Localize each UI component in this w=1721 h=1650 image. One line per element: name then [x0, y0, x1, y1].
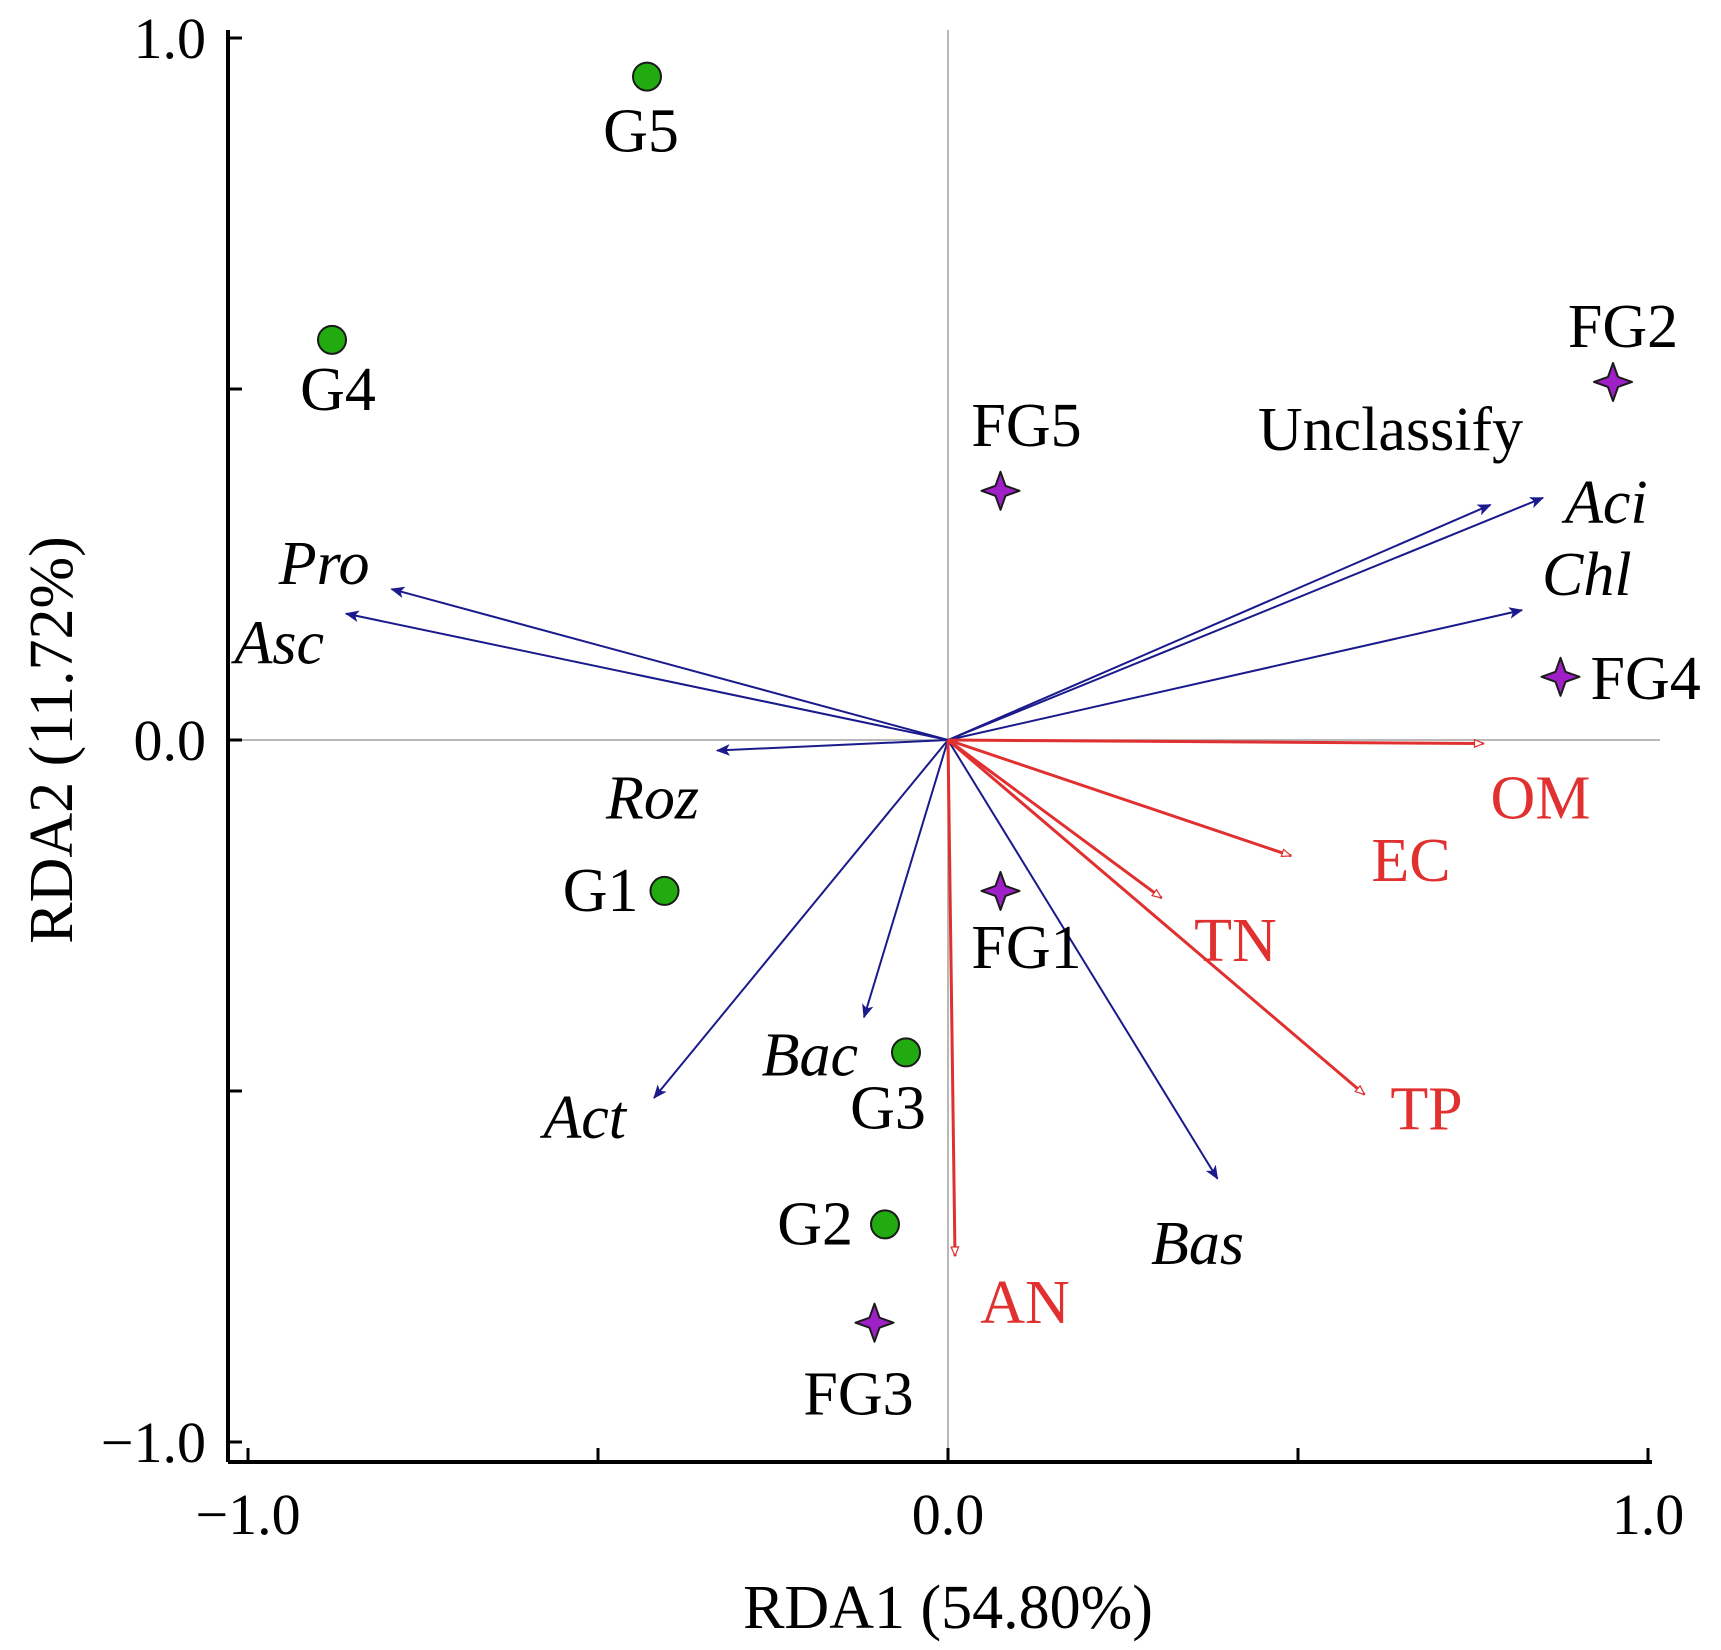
sample-point-g2 — [870, 1209, 900, 1240]
species-arrow-roz — [715, 739, 949, 756]
sample-point-g3 — [891, 1037, 921, 1068]
env-label-tp: TP — [1390, 1076, 1462, 1144]
x-tick-label: −1.0 — [195, 1482, 300, 1547]
sample-point-fg2 — [1593, 361, 1633, 402]
sample-label-fg5: FG5 — [971, 392, 1081, 460]
sample-point-fg3 — [854, 1302, 895, 1343]
environment-arrows — [946, 738, 1484, 1256]
species-label-act: Act — [539, 1084, 627, 1152]
env-arrow-an — [946, 739, 955, 1256]
env-arrow-ec — [947, 738, 1291, 858]
species-arrow-asc — [344, 610, 949, 741]
sample-label-fg2: FG2 — [1568, 293, 1678, 361]
sample-point-g1 — [649, 875, 680, 906]
sample-point-fg1 — [980, 870, 1021, 911]
y-axis-title: RDA2 (11.72%) — [18, 536, 86, 944]
sample-point-g5 — [632, 61, 662, 92]
species-arrow-unclassify — [947, 503, 1492, 741]
env-arrow-tp — [947, 738, 1365, 1096]
sample-label-fg4: FG4 — [1591, 645, 1701, 713]
sample-label-g1: G1 — [563, 857, 639, 925]
species-label-bas: Bas — [1151, 1210, 1244, 1278]
species-arrow-pro — [390, 586, 949, 741]
species-arrow-aci — [947, 496, 1545, 741]
species-label-chl: Chl — [1542, 541, 1632, 609]
x-ticks: −1.0 0.0 1.0 — [195, 1448, 1684, 1547]
sample-label-g2: G2 — [777, 1190, 853, 1258]
x-tick-label: 0.0 — [912, 1482, 985, 1547]
y-tick-label: 0.0 — [134, 708, 207, 773]
species-label-pro: Pro — [278, 530, 370, 598]
sample-point-g4 — [317, 324, 347, 355]
sample-label-g3: G3 — [850, 1074, 926, 1142]
sample-label-fg1: FG1 — [971, 914, 1081, 982]
species-label-asc: Asc — [230, 610, 324, 678]
y-tick-label: −1.0 — [101, 1410, 206, 1475]
env-label-an: AN — [980, 1269, 1070, 1337]
species-arrow-act — [653, 739, 949, 1099]
sample-label-fg3: FG3 — [803, 1361, 913, 1429]
env-arrow-tn — [947, 738, 1162, 900]
sample-points — [317, 61, 1633, 1343]
species-arrow-bac — [862, 739, 949, 1019]
env-label-ec: EC — [1371, 827, 1450, 895]
env-label-om: OM — [1491, 765, 1591, 833]
species-label-aci: Aci — [1561, 469, 1648, 537]
species-label-unclassify: Unclassify — [1258, 396, 1523, 464]
x-axis-title: RDA1 (54.80%) — [743, 1574, 1153, 1642]
species-arrow-bas — [947, 739, 1219, 1180]
y-tick-label: 1.0 — [134, 6, 207, 71]
sample-point-fg5 — [980, 470, 1021, 511]
sample-label-g5: G5 — [603, 98, 679, 166]
y-ticks: −1.0 0.0 1.0 — [101, 6, 242, 1475]
env-label-tn: TN — [1194, 907, 1277, 975]
species-arrows — [344, 496, 1545, 1180]
x-tick-label: 1.0 — [1612, 1482, 1685, 1547]
sample-point-fg4 — [1540, 656, 1581, 697]
species-arrow-chl — [947, 607, 1524, 741]
species-label-roz: Roz — [605, 765, 699, 833]
axes: −1.0 0.0 1.0 −1.0 0.0 1.0 — [101, 6, 1684, 1547]
species-label-bac: Bac — [762, 1021, 858, 1089]
sample-label-g4: G4 — [300, 356, 376, 424]
env-arrow-om — [947, 738, 1484, 744]
